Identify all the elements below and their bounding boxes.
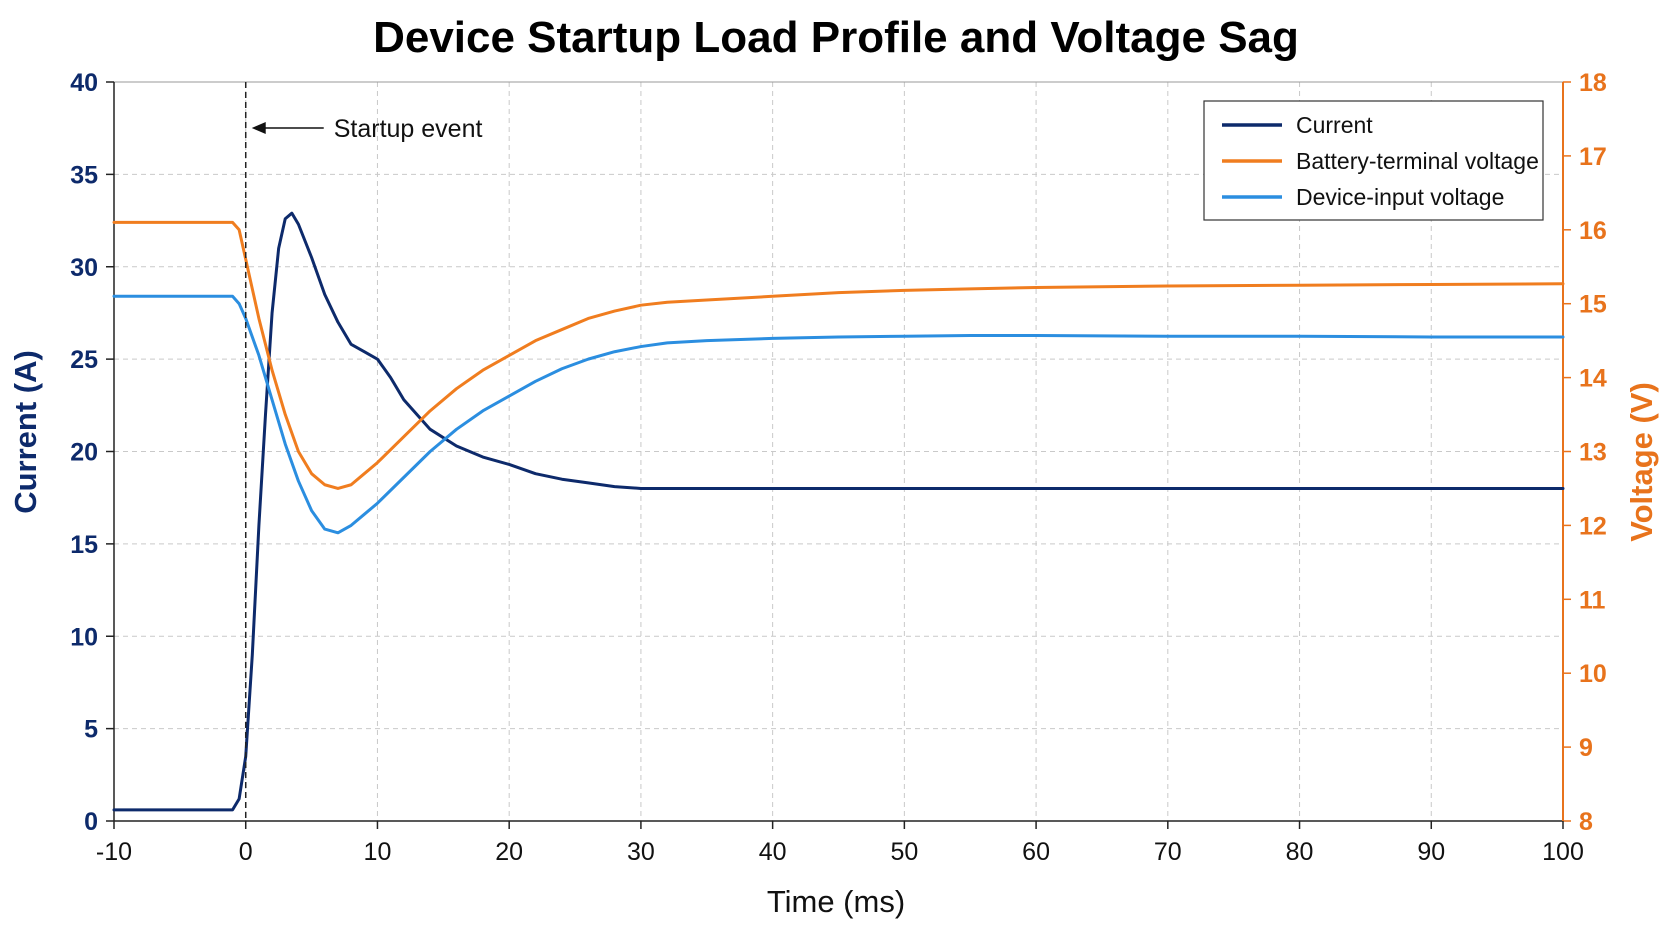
x-tick-label: 40: [759, 838, 787, 866]
right-axis-title: Voltage (V): [1624, 382, 1659, 542]
x-tick-label: -10: [96, 838, 132, 866]
x-tick-label: 0: [239, 838, 253, 866]
x-tick-label: 100: [1542, 838, 1584, 866]
right-tick-label: 17: [1579, 143, 1607, 171]
legend-label-3: Device-input voltage: [1296, 184, 1504, 210]
right-tick-label: 12: [1579, 512, 1607, 540]
left-tick-label: 30: [70, 254, 98, 282]
x-tick-label: 90: [1417, 838, 1445, 866]
left-tick-label: 20: [70, 439, 98, 467]
x-axis-ticks: -10 0 10 20 30 40 50 60 70 80 90 100: [96, 821, 1584, 866]
series-line-3: [112, 294, 1565, 535]
right-tick-label: 15: [1579, 291, 1607, 319]
left-axis-title: Current (A): [8, 350, 43, 514]
right-tick-label: 18: [1579, 69, 1607, 97]
left-tick-label: 40: [70, 69, 98, 97]
series-layer: [112, 211, 1565, 812]
startup-annotation: Startup event: [244, 82, 483, 821]
right-tick-label: 13: [1579, 439, 1607, 467]
x-tick-label: 60: [1022, 838, 1050, 866]
series-line-1: [112, 211, 1565, 812]
right-tick-label: 16: [1579, 217, 1607, 245]
right-tick-label: 14: [1579, 365, 1607, 393]
right-axis-ticks: 8 9 10 11 12 13 14 15 16 17 18: [1563, 69, 1607, 836]
x-tick-label: 10: [364, 838, 392, 866]
x-tick-label: 80: [1286, 838, 1314, 866]
right-tick-label: 10: [1579, 660, 1607, 688]
x-tick-label: 70: [1154, 838, 1182, 866]
x-tick-label: 20: [495, 838, 523, 866]
left-tick-label: 10: [70, 623, 98, 651]
right-tick-label: 9: [1579, 734, 1593, 762]
left-axis-ticks: 0 5 10 15 20 25 30 35 40: [70, 69, 114, 836]
legend-label-1: Current: [1296, 112, 1373, 138]
left-tick-label: 25: [70, 346, 98, 374]
legend-label-2: Battery-terminal voltage: [1296, 148, 1539, 174]
startup-arrowhead: [251, 122, 266, 134]
chart-title: Device Startup Load Profile and Voltage …: [373, 13, 1299, 62]
left-tick-label: 5: [84, 716, 98, 744]
left-tick-label: 15: [70, 531, 98, 559]
left-tick-label: 0: [84, 808, 98, 836]
x-tick-label: 50: [890, 838, 918, 866]
right-tick-label: 8: [1579, 808, 1593, 836]
legend: Current Battery-terminal voltage Device-in…: [1203, 100, 1544, 221]
startup-event-label: Startup event: [334, 115, 483, 143]
x-axis-title: Time (ms): [767, 884, 905, 919]
x-tick-label: 30: [627, 838, 655, 866]
series-line-2: [112, 220, 1565, 490]
left-tick-label: 35: [70, 161, 98, 189]
right-tick-label: 11: [1579, 586, 1606, 614]
